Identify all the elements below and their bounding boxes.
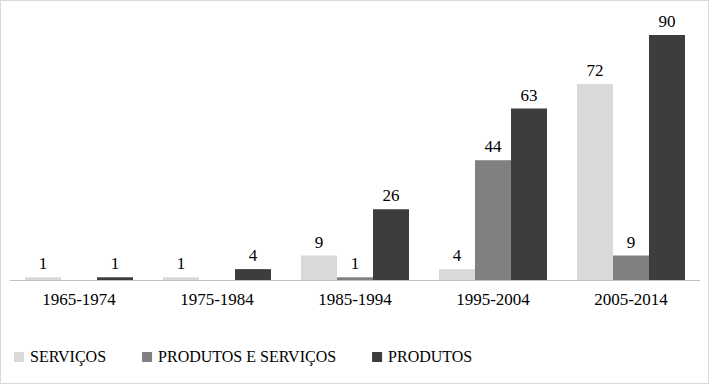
bar [373,209,409,280]
data-label: 72 [587,61,604,80]
bar [613,256,649,281]
data-label: 26 [383,186,400,205]
bar [439,269,475,280]
bar [511,109,547,281]
data-label: 1 [177,254,186,273]
bar [337,277,373,280]
bar [301,256,337,281]
legend-swatch [14,352,24,362]
data-label: 1 [39,254,48,273]
frame [1,1,709,384]
data-label: 9 [627,233,636,252]
x-tick-label: 1985-1994 [318,290,392,309]
data-label: 4 [453,246,462,265]
data-label: 1 [111,254,120,273]
data-labels: 1 1 9 4 72 1 44 9 1 4 26 63 90 [39,12,676,273]
legend-swatch [372,352,382,362]
legend-swatch [142,352,152,362]
bar [577,84,613,280]
bar [649,35,685,280]
data-label: 1 [351,254,360,273]
bars [25,35,685,280]
data-label: 63 [521,86,538,105]
legend-label: PRODUTOS [388,348,472,365]
legend-label: PRODUTOS E SERVIÇOS [158,348,336,366]
bar [25,277,61,280]
data-label: 4 [249,246,258,265]
x-tick-label: 1975-1984 [180,290,254,309]
data-label: 90 [659,12,676,31]
legend: SERVIÇOS PRODUTOS E SERVIÇOS PRODUTOS [14,348,472,366]
x-tick-label: 2005-2014 [594,290,668,309]
bar [235,269,271,280]
legend-label: SERVIÇOS [30,348,106,366]
bar [475,160,511,280]
x-axis-line [10,280,700,281]
chart-svg: 1 1 9 4 72 1 44 9 1 4 26 63 90 1965-1974 1975-1984 1985… [0,0,709,384]
data-label: 44 [485,137,503,156]
data-label: 9 [315,233,324,252]
chart-container: 1 1 9 4 72 1 44 9 1 4 26 63 90 1965-1974 1975-1984 1985… [0,0,709,384]
bar [163,277,199,280]
bar [97,277,133,280]
x-tick-label: 1965-1974 [42,290,116,309]
x-tick-label: 1995-2004 [456,290,530,309]
